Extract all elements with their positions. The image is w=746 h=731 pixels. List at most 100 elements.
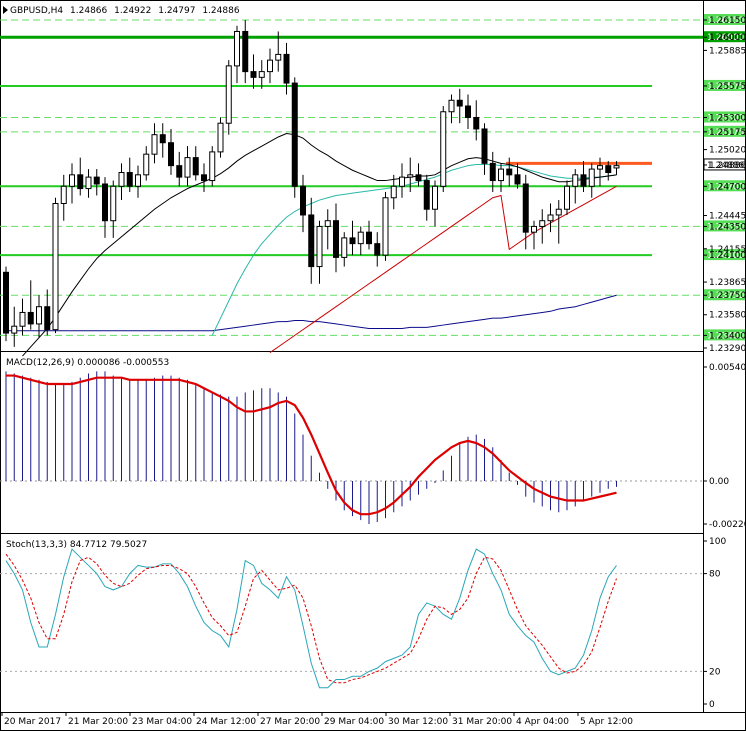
candle-body bbox=[201, 174, 207, 182]
symbol-header: GBPUSD,H4 1.24866 1.24922 1.24797 1.2488… bbox=[10, 6, 240, 16]
time-tick-label: 4 Apr 04:00 bbox=[516, 717, 569, 727]
stoch-main-line bbox=[5, 548, 617, 689]
candle-body bbox=[481, 128, 488, 164]
candle-body bbox=[390, 185, 397, 199]
current-price-label: 1.24886 bbox=[707, 161, 744, 171]
candle-body bbox=[564, 185, 570, 210]
price-tick-label: 1.25175 bbox=[709, 128, 746, 138]
candle-body bbox=[3, 271, 9, 334]
level-label: 1.25175 bbox=[707, 128, 744, 138]
candle-body bbox=[19, 311, 26, 327]
candle-body bbox=[283, 53, 290, 84]
price-axis: 1.26150 1.26000 1.25885 1.25575 1.25300 1.251… bbox=[703, 16, 746, 354]
candle-body bbox=[291, 82, 298, 187]
level-label: 1.25575 bbox=[707, 82, 744, 92]
level-label-bg bbox=[704, 329, 745, 341]
level-label-bg bbox=[704, 180, 745, 192]
stoch-axis: 100 80 20 0 bbox=[703, 537, 726, 710]
level-label-bg bbox=[704, 289, 745, 301]
candle-body bbox=[547, 214, 554, 222]
candle-body bbox=[423, 180, 430, 210]
level-label: 1.26000 bbox=[707, 33, 744, 43]
candle-body bbox=[69, 174, 75, 187]
price-tick-label: 1.24886 bbox=[709, 161, 746, 171]
level-label: 1.24100 bbox=[707, 251, 744, 261]
stoch-title: Stoch(13,3,3) 84.7712 79.5027 bbox=[6, 540, 147, 550]
candle-body bbox=[234, 30, 240, 67]
level-label: 1.25300 bbox=[707, 113, 744, 123]
candle-body bbox=[374, 243, 381, 256]
candle-body bbox=[77, 174, 84, 190]
time-tick-label: 23 Mar 04:00 bbox=[132, 717, 192, 727]
price-tick-label: 1.23865 bbox=[709, 278, 746, 288]
candle-body bbox=[159, 134, 166, 144]
time-tick-label: 30 Mar 12:00 bbox=[388, 717, 448, 727]
macd-signal-line bbox=[6, 374, 617, 516]
time-tick-label: 20 Mar 2017 bbox=[4, 717, 61, 727]
candle-body bbox=[267, 59, 273, 73]
stoch-signal-line bbox=[5, 553, 617, 684]
price-tick-label: 1.23580 bbox=[709, 311, 746, 321]
price-tick-label: 1.24445 bbox=[709, 212, 746, 222]
level-label-bg bbox=[704, 249, 745, 261]
candle-body bbox=[489, 162, 496, 182]
candle-body bbox=[60, 185, 67, 204]
candle-body bbox=[349, 237, 356, 245]
candle-body bbox=[143, 153, 150, 176]
price-tick-label: 1.23400 bbox=[709, 331, 746, 341]
candle-body bbox=[316, 225, 323, 268]
candle-body bbox=[597, 165, 603, 170]
header-close: 1.24886 bbox=[202, 6, 239, 16]
candle-body bbox=[531, 225, 537, 233]
candle-body bbox=[440, 111, 447, 187]
candle-body bbox=[572, 174, 579, 187]
header-low: 1.24797 bbox=[158, 6, 195, 16]
candle-body bbox=[613, 165, 620, 169]
level-label-bg bbox=[704, 111, 745, 123]
level-label: 1.23400 bbox=[707, 331, 744, 341]
price-tick-label: 1.23290 bbox=[709, 344, 746, 354]
candle-body bbox=[448, 99, 455, 113]
macd-tick-label: -0.002201 bbox=[709, 520, 746, 530]
macd-axis: 0.005407 0.00 -0.002201 bbox=[703, 363, 746, 530]
candle-body bbox=[366, 231, 372, 245]
moving-averages bbox=[6, 133, 617, 357]
macd-panel bbox=[0, 371, 703, 524]
time-tick-label: 21 Mar 20:00 bbox=[68, 717, 128, 727]
level-label-bg bbox=[704, 14, 745, 25]
candle-body bbox=[176, 165, 183, 178]
macd-tick-label: 0.005407 bbox=[709, 363, 746, 373]
header-high: 1.24922 bbox=[114, 6, 151, 16]
time-tick-label: 27 Mar 20:00 bbox=[260, 717, 320, 727]
price-tick-label: 1.24350 bbox=[709, 222, 746, 232]
time-tick-label: 24 Mar 12:00 bbox=[196, 717, 256, 727]
candle-body bbox=[498, 168, 504, 182]
candle-body bbox=[357, 231, 364, 245]
candle-body bbox=[118, 172, 125, 187]
candle-body bbox=[85, 176, 92, 190]
candle-body bbox=[333, 220, 339, 258]
candle-body bbox=[539, 220, 546, 227]
candle-body bbox=[44, 306, 51, 331]
candle-body bbox=[126, 172, 133, 187]
horizontal-levels: 1.26000 1.25575 1.24700 1.24100 1.26150 1.253… bbox=[0, 14, 746, 341]
price-tick-label: 1.24100 bbox=[709, 251, 746, 261]
price-tick-label: 1.25575 bbox=[709, 82, 746, 92]
candle-body bbox=[258, 71, 265, 78]
level-label-bg bbox=[704, 220, 745, 232]
stoch-tick-label: 0 bbox=[709, 700, 715, 710]
candle-body bbox=[514, 174, 521, 185]
candle-body bbox=[522, 183, 529, 233]
time-tick-label: 5 Apr 12:00 bbox=[580, 717, 633, 727]
candle-body bbox=[506, 168, 513, 176]
price-tick-label: 1.25885 bbox=[709, 46, 746, 56]
price-tick-label: 1.24155 bbox=[709, 245, 746, 255]
candle-body bbox=[27, 311, 34, 325]
macd-tick-label: 0.00 bbox=[709, 477, 729, 487]
level-label: 1.23750 bbox=[707, 291, 744, 301]
candle-body bbox=[225, 65, 232, 124]
candle-body bbox=[209, 151, 216, 182]
candle-body bbox=[250, 71, 257, 78]
